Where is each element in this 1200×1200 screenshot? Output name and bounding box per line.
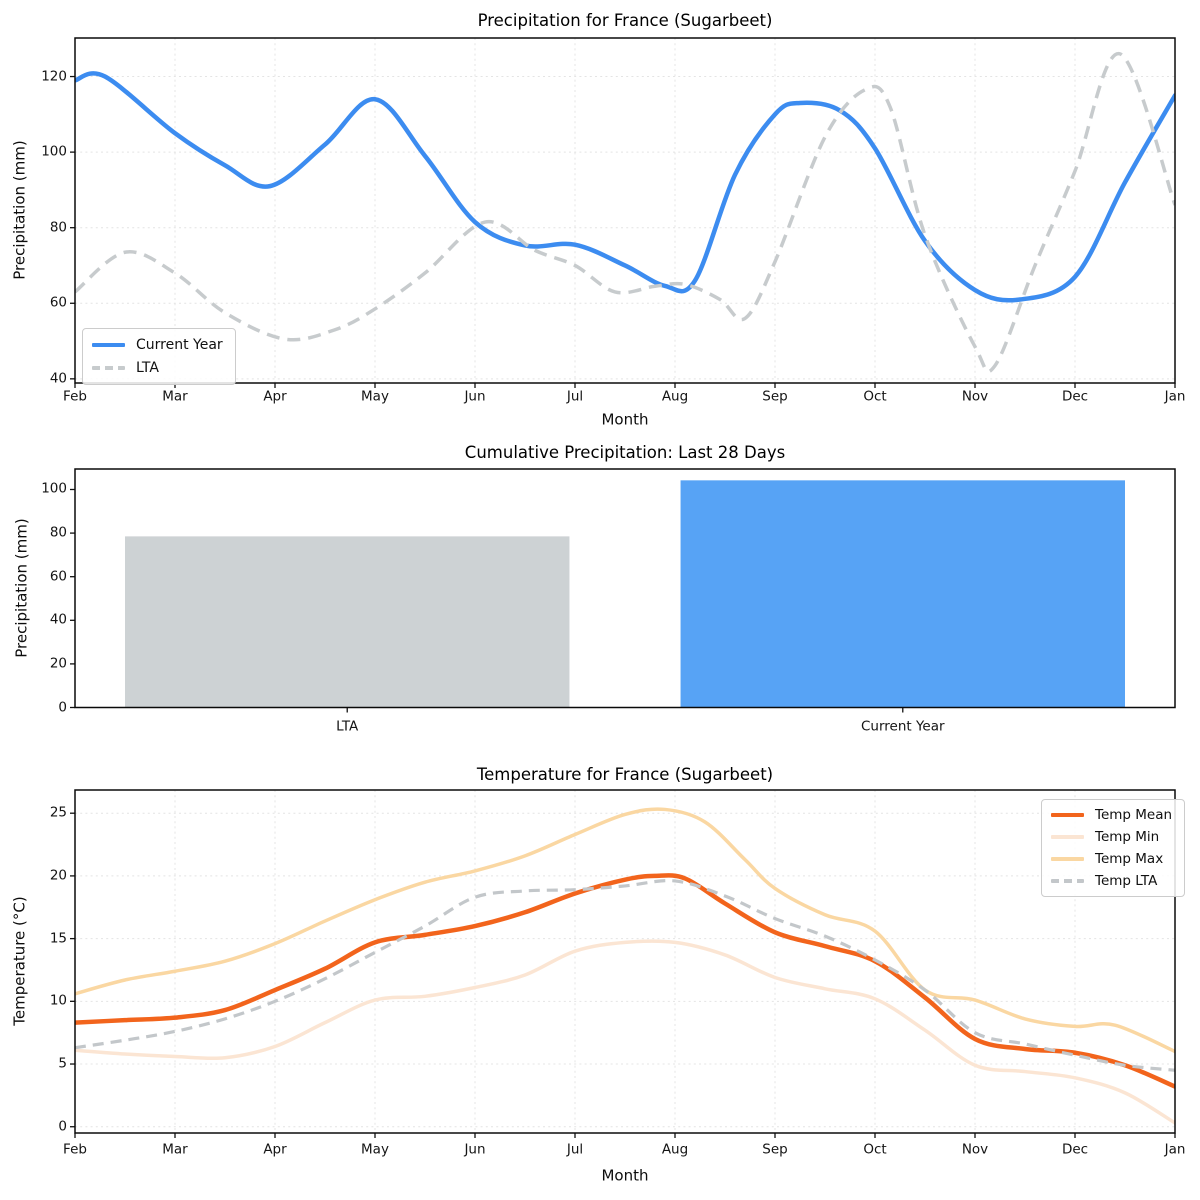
legend-label-temp-mean: Temp Mean xyxy=(1095,807,1173,823)
legend-item-temp-mean: Temp Mean xyxy=(1051,807,1172,823)
legend-label-temp-lta: Temp LTA xyxy=(1095,873,1158,889)
panel-precipitation-for-france-sugarbeet- xyxy=(70,37,1176,388)
temp-min-line-swatch xyxy=(1051,834,1084,840)
legend-label-temp-max: Temp Max xyxy=(1095,851,1164,867)
legend-label-lta: LTA xyxy=(136,360,159,376)
legend-label-temp-min: Temp Min xyxy=(1095,829,1160,845)
temp-mean-line-swatch xyxy=(1051,812,1084,818)
legend-item-current-year: Current Year xyxy=(92,337,223,353)
bar-lta xyxy=(125,536,570,708)
series-group xyxy=(75,52,1175,374)
series-line-current-year xyxy=(75,71,1175,303)
legend-item-temp-max: Temp Max xyxy=(1051,851,1172,867)
series-line-temp-lta xyxy=(75,878,1175,1072)
panel-cumulative-precipitation-last-28-days xyxy=(70,468,1176,713)
series-group xyxy=(75,807,1175,1125)
temp-lta-line-swatch xyxy=(1051,878,1084,884)
gridlines xyxy=(74,790,1176,1133)
panel-temperature-for-france-sugarbeet- xyxy=(70,789,1176,1138)
precip-legend: Current Year LTA xyxy=(82,328,236,385)
axes-border xyxy=(74,468,1176,709)
legend-item-temp-min: Temp Min xyxy=(1051,829,1172,845)
legend-item-temp-lta: Temp LTA xyxy=(1051,873,1172,889)
series-line-temp-mean xyxy=(75,873,1175,1089)
series-line-temp-min xyxy=(75,939,1175,1125)
current-year-line-swatch xyxy=(92,342,125,348)
bar-current-year xyxy=(680,480,1125,708)
temperature-legend: Temp Mean Temp Min Temp Max Temp LTA xyxy=(1041,799,1186,897)
temp-max-line-swatch xyxy=(1051,856,1084,862)
axes-border xyxy=(74,789,1176,1134)
legend-label-current-year: Current Year xyxy=(136,337,223,353)
lta-line-swatch xyxy=(92,365,125,371)
axes-border xyxy=(74,37,1176,384)
legend-item-lta: LTA xyxy=(92,360,223,376)
series-line-lta xyxy=(75,52,1175,374)
series-line-temp-max xyxy=(75,807,1175,1054)
